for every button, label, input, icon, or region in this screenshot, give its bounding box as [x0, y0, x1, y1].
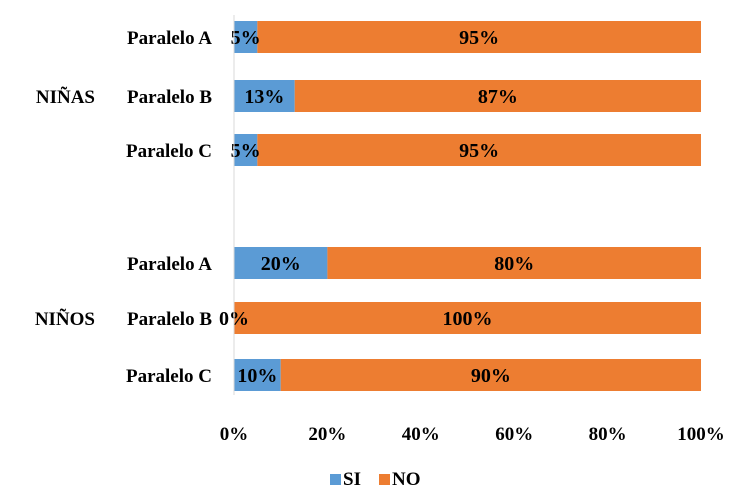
category-label: Paralelo B — [127, 309, 212, 330]
bar-si — [234, 134, 258, 166]
legend-swatch — [330, 474, 341, 485]
bar-si — [234, 80, 295, 112]
legend-swatch — [379, 474, 390, 485]
bars-layer: 5% 95%13% 87%5% 95%20% 80%0% 100%10% 90% — [219, 21, 701, 391]
bar-no — [327, 247, 701, 279]
bar-si — [234, 359, 281, 391]
bar-si — [234, 247, 328, 279]
group-label: NIÑOS — [35, 308, 95, 330]
data-label-no: 80% — [494, 253, 534, 275]
data-label-si: 10% — [237, 365, 277, 387]
group-label: NIÑAS — [36, 86, 95, 108]
x-tick-label: 20% — [308, 424, 346, 445]
bar-no — [234, 302, 701, 334]
legend: SI NO — [330, 469, 421, 490]
bar-no — [280, 359, 701, 391]
x-tick-labels: 0% 20% 40% 60% 80% 100% — [220, 424, 725, 445]
x-tick-label: 40% — [402, 424, 440, 445]
legend-label: NO — [392, 469, 421, 490]
bar-no — [257, 21, 701, 53]
category-labels: NIÑAS Paralelo A Paralelo B Paralelo C NIÑOS… — [35, 28, 213, 387]
category-label: Paralelo A — [127, 254, 212, 275]
x-tick-label: 60% — [495, 424, 533, 445]
data-label-si: 5% — [231, 27, 261, 49]
data-label-si: 5% — [231, 140, 261, 162]
category-label: Paralelo B — [127, 87, 212, 108]
data-label-si: 20% — [261, 253, 301, 275]
legend-label: SI — [343, 469, 361, 490]
category-label: Paralelo C — [126, 141, 212, 162]
data-label-no: 95% — [459, 140, 499, 162]
data-label-si: 13% — [244, 86, 284, 108]
category-label: Paralelo C — [126, 366, 212, 387]
bar-si — [234, 21, 258, 53]
x-tick-label: 0% — [220, 424, 249, 445]
data-label-no: 95% — [459, 27, 499, 49]
bar-no — [257, 134, 701, 166]
x-tick-label: 80% — [589, 424, 627, 445]
bar-no — [294, 80, 701, 112]
data-label-no: 87% — [478, 86, 518, 108]
category-label: Paralelo A — [127, 28, 212, 49]
data-label-no: 90% — [471, 365, 511, 387]
data-label-no: 100% — [443, 308, 493, 330]
x-tick-label: 100% — [677, 424, 725, 445]
